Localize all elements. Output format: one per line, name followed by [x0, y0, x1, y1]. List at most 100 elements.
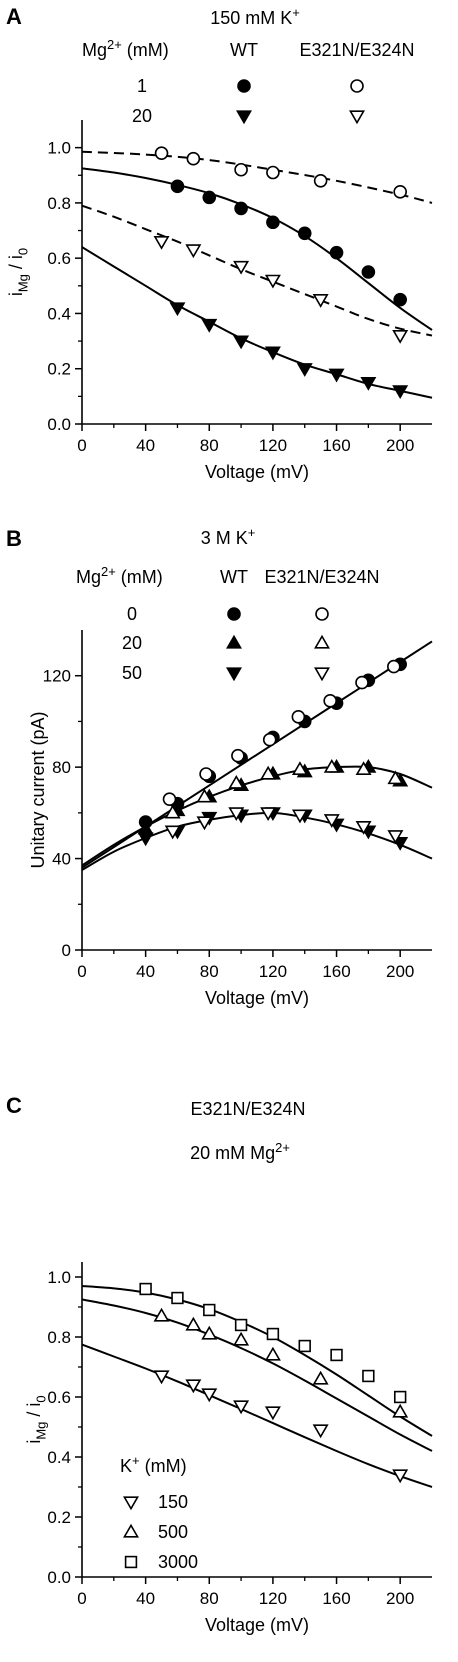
data-point — [233, 335, 250, 350]
legend-row-label: 0 — [127, 604, 137, 624]
data-point — [202, 190, 217, 205]
data-point — [185, 1379, 202, 1394]
fit-curve — [82, 204, 433, 337]
data-point — [360, 376, 377, 391]
data-point — [296, 363, 313, 377]
data-point — [196, 816, 213, 831]
fit-curve — [82, 1285, 433, 1437]
panel-c: C E321N/E324N 20 mM Mg2+ 0 40 80 120 160 200 0.0 0… — [6, 1093, 433, 1635]
y-tick-label: 1.0 — [47, 1268, 71, 1287]
y-tick-label: 0.6 — [47, 1388, 71, 1407]
x-tick-label: 160 — [322, 436, 350, 455]
data-point — [201, 1388, 218, 1403]
x-axis-label: Voltage (mV) — [205, 1615, 309, 1635]
x-tick-label: 200 — [386, 1589, 414, 1608]
x-axis-label: Voltage (mV) — [205, 462, 309, 482]
legend-row-label: 500 — [158, 1522, 188, 1542]
data-point — [392, 1403, 409, 1418]
data-point — [199, 767, 213, 781]
data-point — [329, 245, 344, 260]
fit-curve — [82, 765, 433, 867]
x-tick-label: 40 — [136, 1589, 155, 1608]
data-point — [153, 1307, 170, 1322]
fit-curve — [82, 811, 433, 871]
data-point — [312, 1370, 329, 1385]
data-point — [186, 151, 201, 166]
x-tick-label: 40 — [136, 962, 155, 981]
data-point — [323, 814, 340, 828]
data-point — [228, 807, 245, 822]
y-tick-label: 1.0 — [47, 139, 71, 158]
legend-row-label: 150 — [158, 1492, 188, 1512]
x-tick-label: 120 — [259, 1589, 287, 1608]
data-point — [312, 1424, 329, 1439]
y-tick-label: 120 — [43, 667, 71, 686]
fit-curve — [82, 167, 433, 331]
x-tick-label: 40 — [136, 436, 155, 455]
data-point — [233, 1400, 250, 1415]
data-point — [260, 807, 277, 822]
data-point — [185, 244, 202, 259]
legend-marker — [237, 79, 251, 93]
legend-row-label: 50 — [122, 663, 142, 683]
data-point — [139, 1282, 152, 1296]
data-point — [264, 274, 281, 289]
y-tick-label: 0.4 — [47, 1448, 71, 1467]
legend-row-label: 1 — [137, 76, 147, 96]
data-point — [154, 146, 169, 160]
data-point — [291, 761, 308, 776]
y-tick-label: 0.2 — [47, 1508, 71, 1527]
legend-column-label: WT — [220, 567, 248, 587]
y-tick-label: 0.6 — [47, 249, 71, 268]
legend-marker — [236, 110, 252, 125]
y-tick-label: 0.2 — [47, 360, 71, 379]
data-point — [233, 260, 250, 275]
y-tick-label: 0.8 — [47, 1328, 71, 1347]
data-point — [153, 236, 170, 250]
data-point — [264, 1346, 281, 1361]
data-point — [387, 830, 404, 844]
legend-row-label: 3000 — [158, 1552, 198, 1572]
data-point — [323, 758, 340, 773]
x-tick-label: 80 — [200, 436, 219, 455]
data-point — [291, 710, 306, 724]
chart-title: 150 mM K+ — [210, 5, 300, 28]
fit-curve — [82, 246, 433, 399]
y-axis-label: iMg / i0 — [6, 248, 30, 296]
data-point — [313, 174, 328, 188]
legend-marker — [227, 607, 241, 621]
legend-marker — [314, 634, 330, 649]
legend-header: K+ (mM) — [120, 1453, 187, 1476]
x-tick-label: 160 — [322, 1589, 350, 1608]
data-point — [393, 185, 407, 199]
data-point — [201, 1325, 218, 1340]
data-point — [361, 265, 376, 279]
legend-header: Mg2+ (mM) — [76, 564, 163, 587]
data-point — [170, 179, 185, 194]
y-axis-label: Unitary current (pA) — [28, 711, 48, 868]
legend-column-label: WT — [230, 40, 258, 60]
data-point — [260, 765, 277, 780]
data-point — [266, 165, 280, 180]
data-point — [137, 832, 154, 847]
x-tick-label: 200 — [386, 962, 414, 981]
x-tick-label: 0 — [77, 1589, 86, 1608]
legend-marker — [350, 79, 364, 93]
data-point — [323, 694, 337, 708]
legend-marker — [123, 1496, 139, 1511]
data-point — [312, 294, 329, 308]
panel-a: A 150 mM K+0 40 80 120 160 2000.00.20.40.60.81… — [6, 4, 433, 482]
legend-column-label: E321N/E324N — [299, 40, 414, 60]
legend-row-label: 20 — [122, 633, 142, 653]
chart-title: 3 M K+ — [201, 525, 256, 548]
data-point — [234, 201, 248, 216]
data-point — [392, 385, 409, 400]
x-tick-label: 80 — [200, 1589, 219, 1608]
data-point — [387, 659, 401, 674]
fit-curve — [82, 1343, 433, 1488]
data-point — [162, 792, 177, 806]
legend: Mg2+ (mM) WT E321N/E324N 0 20 50 — [76, 564, 380, 683]
legend-marker — [124, 1555, 138, 1569]
data-point — [266, 215, 280, 230]
